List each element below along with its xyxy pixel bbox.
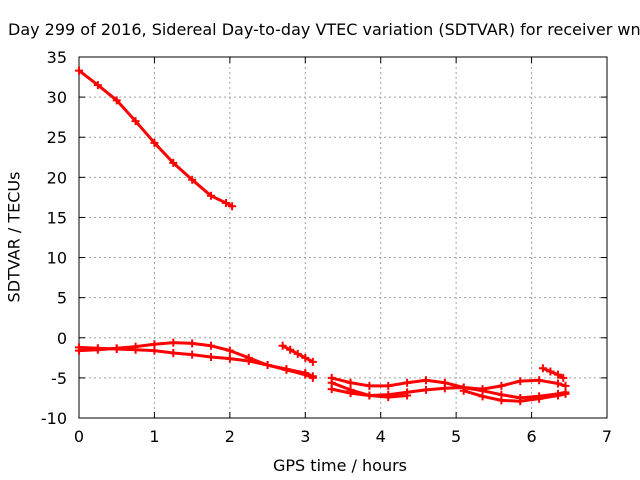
data-point [497, 396, 506, 405]
x-tick-label: 0 [74, 427, 84, 446]
data-point [282, 365, 291, 374]
x-tick-label: 3 [300, 427, 310, 446]
data-point [207, 191, 215, 200]
data-point [169, 158, 178, 167]
y-tick-label: 0 [57, 329, 67, 348]
data-point [244, 357, 253, 366]
data-point [365, 391, 374, 400]
x-tick-label: 5 [451, 427, 461, 446]
data-point [188, 175, 197, 184]
data-point [535, 376, 544, 385]
series-3 [75, 343, 317, 381]
data-point [131, 345, 140, 354]
data-point [553, 391, 562, 400]
series-1 [75, 66, 237, 211]
y-tick-label: 20 [47, 168, 67, 187]
data-point [278, 341, 287, 350]
data-point [478, 392, 487, 401]
data-point [308, 357, 317, 366]
data-point [421, 385, 430, 394]
data-point [497, 381, 506, 390]
y-tick-label: 10 [47, 249, 67, 268]
data-point [263, 361, 272, 370]
data-point [440, 384, 449, 393]
data-point [93, 344, 102, 353]
data-point [301, 369, 310, 378]
data-point [228, 202, 237, 211]
data-point [75, 66, 83, 75]
series-9 [538, 364, 568, 382]
data-point [553, 379, 562, 388]
data-point [225, 346, 234, 355]
series-4 [278, 341, 317, 366]
data-point [286, 345, 295, 354]
y-tick-label: 35 [47, 48, 67, 67]
data-point [93, 81, 102, 90]
data-point [403, 391, 412, 400]
series-7 [327, 378, 412, 402]
data-point [546, 367, 555, 376]
data-point [516, 377, 525, 386]
data-point [365, 381, 374, 390]
data-point [188, 339, 197, 348]
data-point [131, 117, 140, 126]
series-5 [327, 373, 570, 394]
series-trace [77, 69, 234, 208]
series-8 [459, 386, 570, 406]
data-point [459, 386, 468, 395]
chart-ticks: 0 1 2 3 4 5 6 7 -10 -5 0 5 10 15 20 25 30 35 [41, 48, 612, 446]
x-tick-label: 6 [526, 427, 536, 446]
data-point [207, 341, 215, 350]
chart-points [75, 66, 570, 406]
data-point [384, 393, 393, 402]
data-point [516, 397, 525, 406]
data-point [559, 373, 568, 382]
data-point [308, 372, 317, 381]
data-point [169, 338, 178, 347]
data-point [293, 349, 302, 358]
data-point [112, 96, 121, 105]
data-point [301, 353, 310, 362]
y-tick-label: -10 [41, 409, 67, 428]
x-tick-label: 7 [602, 427, 612, 446]
data-point [421, 376, 430, 385]
data-point [346, 385, 355, 394]
data-point [535, 394, 544, 403]
series-trace [541, 366, 565, 380]
data-point [112, 345, 121, 354]
data-point [327, 378, 336, 387]
data-point [384, 381, 393, 390]
data-point [222, 199, 231, 208]
x-axis-label: GPS time / hours [273, 456, 407, 475]
series-trace [77, 345, 315, 378]
chart-grid [79, 57, 607, 418]
y-tick-label: 15 [47, 208, 67, 227]
data-point [150, 138, 159, 147]
chart-title: Day 299 of 2016, Sidereal Day-to-day VTE… [8, 20, 640, 39]
x-tick-label: 1 [149, 427, 159, 446]
data-point [207, 353, 215, 362]
y-tick-label: 5 [57, 289, 67, 308]
data-point [75, 343, 83, 352]
data-point [150, 346, 159, 355]
y-tick-label: -5 [51, 369, 67, 388]
y-tick-label: 25 [47, 128, 67, 147]
data-point [403, 378, 412, 387]
y-axis-label: SDTVAR / TECUs [4, 171, 24, 303]
data-point [225, 354, 234, 363]
x-tick-label: 4 [376, 427, 386, 446]
x-tick-label: 2 [225, 427, 235, 446]
data-point [538, 364, 547, 373]
data-point [188, 350, 197, 359]
chart-frame [78, 56, 608, 419]
data-point [346, 378, 355, 387]
y-tick-label: 30 [47, 88, 67, 107]
data-point [553, 370, 562, 379]
data-point [561, 389, 570, 398]
data-point [169, 349, 178, 358]
